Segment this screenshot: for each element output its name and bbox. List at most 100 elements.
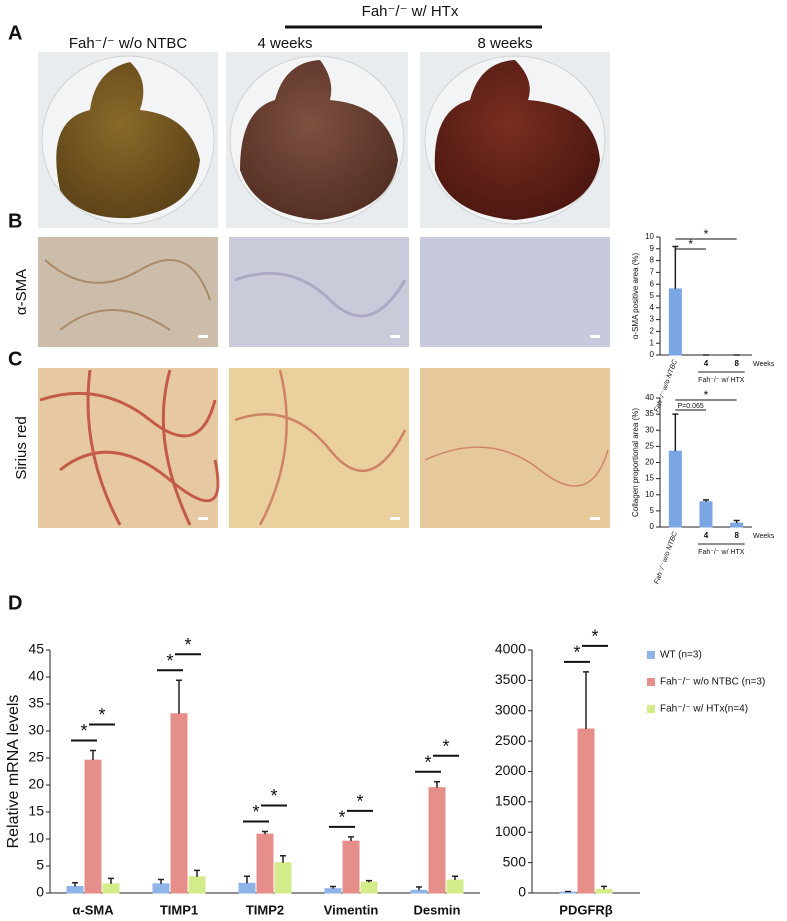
significance-label: * [442,737,449,757]
y-tick-label: 4 [650,303,655,312]
error-bar [194,869,200,877]
error-bar [672,413,679,452]
significance-label: * [166,651,173,671]
bar [595,888,613,894]
legend-label: WT (n=3) [660,650,702,661]
x-tick-label: 4 [704,531,709,540]
y-tick-label: 40 [645,393,654,402]
y-tick-label: 0 [650,522,655,531]
y-tick-label: 15 [28,803,44,819]
significance-label: P=0.065 [678,403,704,410]
significance-label: * [688,237,693,251]
y-tick-label: 3000 [495,701,526,717]
bar [238,882,256,894]
y-tick-label: 1 [650,338,655,347]
error-bar [72,881,78,887]
x-tick-label: 8 [734,359,739,368]
x-tick-label: Fah⁻/⁻ w/o NTBC [653,358,679,413]
column-label: 8 weeks [477,35,532,52]
significance-label: * [591,627,598,647]
bar [410,889,428,894]
y-tick-label: 25 [28,749,44,765]
y-tick-label: 3 [650,315,655,324]
error-bar [366,879,372,883]
x-unit-label: Weeks [753,361,775,368]
y-tick-label: 5 [650,291,655,300]
y-tick-label: 5 [650,506,655,515]
x-tick-label: Vimentin [324,902,379,917]
y-tick-label: 1500 [495,793,526,809]
y-tick-label: 35 [645,409,654,418]
significance-label: * [356,792,363,812]
panel-letter: B [8,210,22,232]
bar [668,288,682,356]
error-bar [565,890,571,893]
bar [342,840,360,894]
column-label: 4 weeks [257,35,312,52]
group-label: Fah⁻/⁻ w/ HTX [698,549,745,556]
bar [668,450,682,528]
group-label: Fah⁻/⁻ w/ HTX [698,377,745,384]
significance-label: * [98,705,105,725]
panel-letter: D [8,592,22,614]
error-bar [416,886,422,891]
bar [84,759,102,894]
x-tick-label: TIMP2 [246,902,284,917]
y-tick-label: 10 [28,830,44,846]
bar [730,522,744,528]
group-header: Fah⁻/⁻ w/ HTx [362,3,459,20]
error-bar [90,749,96,761]
error-bar [601,885,607,890]
y-tick-label: 4000 [495,641,526,657]
error-bar [280,854,286,863]
y-tick-label: 35 [28,695,44,711]
legend-label: Fah⁻/⁻ w/o NTBC (n=3) [660,677,765,688]
error-bar [176,679,182,714]
x-unit-label: Weeks [753,533,775,540]
y-tick-label: 10 [645,490,654,499]
column-label: Fah⁻/⁻ w/o NTBC [69,35,188,52]
y-tick-label: 2000 [495,762,526,778]
y-axis-label: Collagen proportional area (%) [631,408,640,517]
x-tick-label: PDGFRβ [559,902,613,917]
error-bar [672,245,679,289]
bar [577,728,595,894]
y-tick-label: 1000 [495,823,526,839]
bar [324,888,342,894]
x-tick-label: 8 [734,531,739,540]
row-label: α-SMA [13,269,30,315]
y-tick-label: 45 [28,641,44,657]
error-bar [703,499,709,502]
y-tick-label: 25 [645,441,654,450]
error-bar [244,875,250,884]
y-tick-label: 0 [518,884,526,900]
x-tick-label: Fah⁻/⁻ w/o NTBC [653,530,679,585]
liver-photos [38,52,610,228]
error-bar [733,519,740,524]
y-tick-label: 20 [645,458,654,467]
micrographs [38,237,610,528]
bar [274,862,292,894]
bar [66,886,84,894]
error-bar [434,781,440,788]
y-tick-label: 40 [28,668,44,684]
significance-label: * [184,635,191,655]
y-tick-label: 2 [650,327,655,336]
x-tick-label: TIMP1 [160,902,198,917]
y-tick-label: 0 [650,350,655,359]
y-tick-label: 3500 [495,671,526,687]
error-bar [348,836,354,842]
error-bar [262,830,268,835]
panel-letter: C [8,348,22,370]
error-bar [330,885,336,889]
row-label: Sirius red [13,416,30,479]
bar [152,883,170,894]
bar [102,883,120,894]
significance-label: * [573,643,580,663]
error-bar [583,671,589,729]
error-bar [108,877,114,884]
x-tick-label: α-SMA [72,902,114,917]
y-tick-label: 8 [650,256,655,265]
bar [170,713,188,894]
